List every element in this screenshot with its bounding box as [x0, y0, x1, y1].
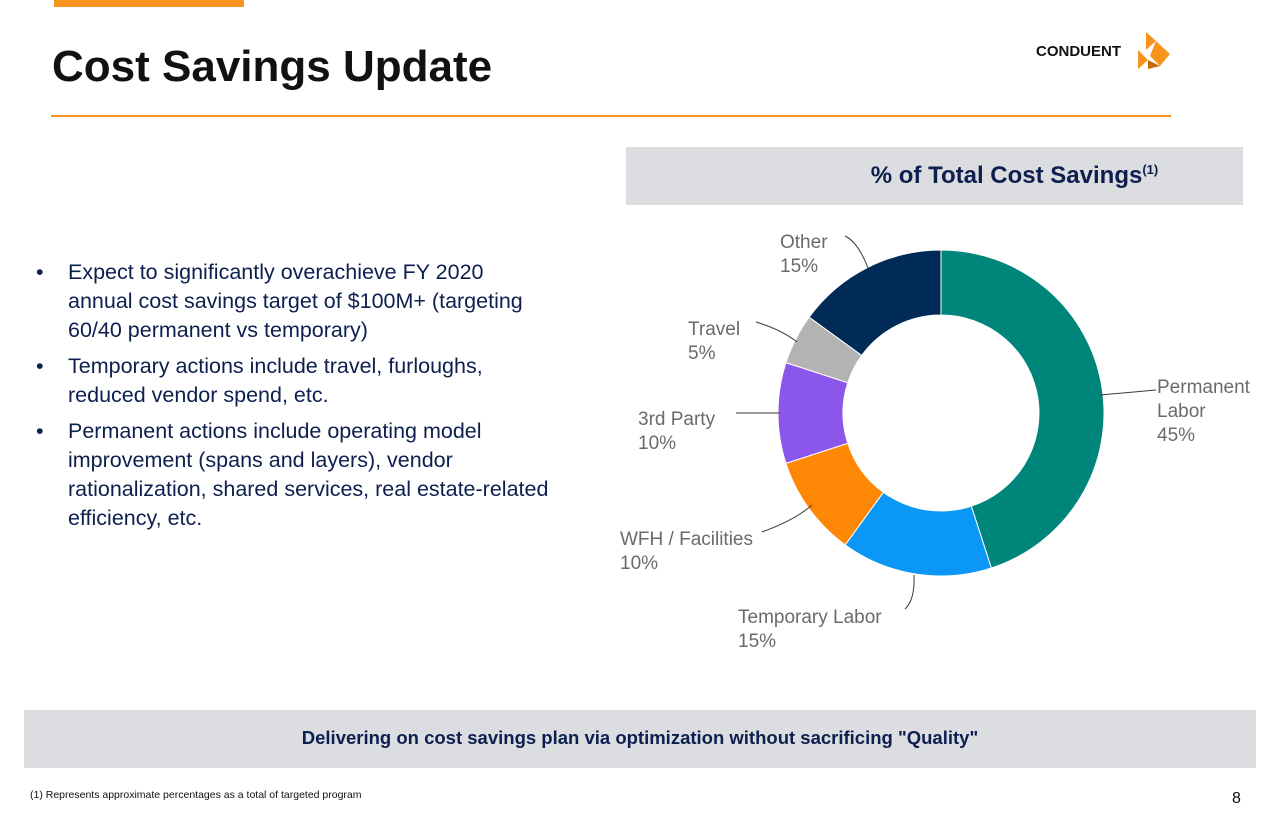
page-number: 8 — [1232, 790, 1241, 807]
bullet-icon: • — [36, 260, 44, 284]
bullet-text: Expect to significantly overachieve FY 2… — [68, 260, 523, 342]
label-value: 15% — [738, 631, 777, 652]
bullet-text: Temporary actions include travel, furlou… — [68, 354, 483, 407]
donut-slice-permanent-labor — [940, 249, 1105, 569]
leader-line-temporary-labor — [904, 574, 915, 610]
footnote: (1) Represents approximate percentages a… — [30, 789, 362, 801]
label-value: 5% — [688, 343, 716, 364]
leader-line-wfh-facilities — [761, 504, 813, 533]
bullet-list: • Expect to significantly overachieve FY … — [30, 258, 550, 540]
chart-title-text: % of Total Cost Savings — [870, 162, 1143, 189]
label-other: Other 15% — [780, 231, 828, 279]
label-value: 10% — [638, 433, 677, 454]
chart-header-panel: % of Total Cost Savings(1) — [626, 147, 1243, 205]
label-name: Other — [780, 232, 828, 253]
leader-line-other — [844, 235, 869, 269]
label-name: Permanent Labor — [1157, 377, 1250, 422]
bottom-banner: Delivering on cost savings plan via opti… — [24, 710, 1256, 768]
label-value: 10% — [620, 553, 659, 574]
bullet-item: • Expect to significantly overachieve FY … — [30, 258, 550, 345]
donut-slice-other — [808, 249, 942, 357]
label-name: Travel — [688, 319, 741, 340]
bullet-icon: • — [36, 419, 44, 443]
conduent-logo: CONDUENT — [1036, 30, 1176, 72]
chart-title-footnote-ref: (1) — [1142, 162, 1159, 177]
label-name: Temporary Labor — [738, 607, 882, 628]
banner-text: Delivering on cost savings plan via opti… — [301, 727, 979, 748]
leader-line-travel — [755, 321, 798, 343]
bullet-item: • Permanent actions include operating mod… — [30, 417, 550, 533]
label-name: WFH / Facilities — [620, 529, 753, 550]
label-name: 3rd Party — [638, 409, 716, 430]
title-divider — [51, 115, 1171, 117]
logo-wordmark: CONDUENT — [1036, 43, 1121, 60]
bullet-item: • Temporary actions include travel, furlo… — [30, 352, 550, 410]
bullet-icon: • — [36, 354, 44, 378]
label-wfh-facilities: WFH / Facilities 10% — [620, 528, 753, 576]
bullet-text: Permanent actions include operating mode… — [68, 419, 549, 530]
label-travel: Travel 5% — [688, 318, 740, 366]
conduent-logo-icon — [1138, 32, 1170, 69]
top-accent-bar — [54, 0, 244, 7]
label-temporary-labor: Temporary Labor 15% — [738, 606, 882, 654]
chart-title: % of Total Cost Savings(1) — [626, 162, 1243, 190]
label-value: 15% — [780, 256, 819, 277]
label-3rd-party: 3rd Party 10% — [638, 408, 715, 456]
label-permanent-labor: Permanent Labor 45% — [1157, 376, 1257, 448]
leader-line-permanent-labor — [1099, 389, 1157, 396]
label-value: 45% — [1157, 425, 1196, 446]
page-title: Cost Savings Update — [52, 42, 493, 91]
